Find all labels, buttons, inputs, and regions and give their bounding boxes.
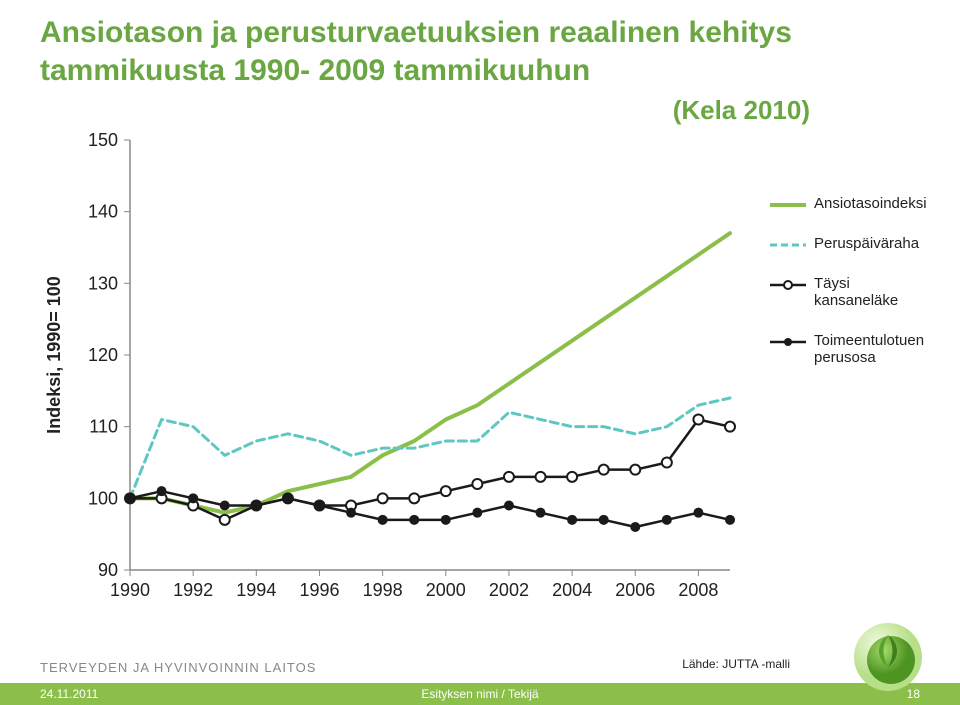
legend-label: Toimeentulotuen perusosa — [814, 332, 925, 367]
svg-text:2000: 2000 — [426, 580, 466, 600]
footer: TERVEYDEN JA HYVINVOINNIN LAITOS Lähde: … — [0, 657, 960, 705]
svg-text:2004: 2004 — [552, 580, 592, 600]
legend-label: Ansiotasoindeksi — [814, 195, 927, 212]
svg-text:130: 130 — [88, 273, 118, 293]
footer-center: Esityksen nimi / Tekijä — [421, 687, 538, 701]
svg-text:2006: 2006 — [615, 580, 655, 600]
legend-swatch-ansiotaso — [770, 197, 806, 213]
legend-label: Täysi kansaneläke — [814, 275, 925, 310]
svg-text:100: 100 — [88, 488, 118, 508]
svg-text:110: 110 — [89, 417, 118, 437]
svg-text:140: 140 — [88, 202, 118, 222]
legend: Ansiotasoindeksi Peruspäiväraha Täysi ka… — [770, 195, 925, 388]
footer-date: 24.11.2011 — [40, 687, 98, 701]
legend-item: Täysi kansaneläke — [770, 275, 925, 310]
svg-text:90: 90 — [98, 560, 118, 580]
footer-bar: 24.11.2011 Esityksen nimi / Tekijä 18 — [0, 683, 960, 705]
legend-label: Peruspäiväraha — [814, 235, 919, 252]
svg-text:150: 150 — [88, 130, 118, 150]
svg-text:2002: 2002 — [489, 580, 529, 600]
footer-org: TERVEYDEN JA HYVINVOINNIN LAITOS — [40, 660, 316, 675]
svg-text:2008: 2008 — [678, 580, 718, 600]
slide-subtitle: (Kela 2010) — [673, 95, 810, 126]
legend-swatch-peruspaivaraha — [770, 237, 806, 253]
svg-text:120: 120 — [88, 345, 118, 365]
svg-text:1996: 1996 — [299, 580, 339, 600]
svg-text:1998: 1998 — [363, 580, 403, 600]
svg-text:1992: 1992 — [173, 580, 213, 600]
svg-text:Indeksi, 1990= 100: Indeksi, 1990= 100 — [44, 276, 64, 434]
svg-text:1990: 1990 — [110, 580, 150, 600]
slide: Ansiotason ja perusturvaetuuksien reaali… — [0, 0, 960, 705]
legend-item: Ansiotasoindeksi — [770, 195, 925, 213]
legend-swatch-kansanelake — [770, 277, 806, 293]
legend-swatch-toimeentulotuki — [770, 334, 806, 350]
legend-item: Toimeentulotuen perusosa — [770, 332, 925, 367]
slide-title: Ansiotason ja perusturvaetuuksien reaali… — [40, 14, 920, 89]
svg-text:1994: 1994 — [236, 580, 276, 600]
footer-source: Lähde: JUTTA -malli — [682, 657, 790, 671]
globe-icon — [848, 615, 928, 695]
legend-item: Peruspäiväraha — [770, 235, 925, 253]
